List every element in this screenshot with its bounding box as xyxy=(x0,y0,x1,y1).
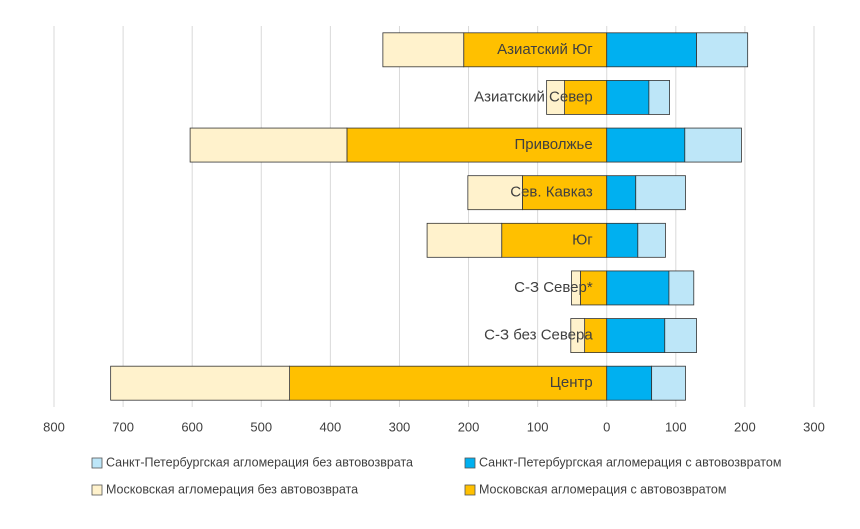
x-tick-label: 0 xyxy=(603,419,610,434)
bar xyxy=(606,32,697,68)
x-tick-label: 600 xyxy=(181,419,203,434)
bar xyxy=(606,270,670,306)
bar xyxy=(635,175,686,211)
bar xyxy=(668,270,695,306)
legend-label: Московская агломерация без автовозврата xyxy=(106,482,358,496)
bar xyxy=(606,175,637,211)
bar xyxy=(606,80,650,115)
bar xyxy=(606,222,639,258)
bar xyxy=(564,80,608,115)
bar xyxy=(463,32,608,68)
bar xyxy=(382,32,465,68)
category-label: Сев. Кавказ xyxy=(510,184,593,201)
legend-swatch xyxy=(464,484,476,496)
bar xyxy=(546,80,565,115)
legend-swatch xyxy=(91,457,103,469)
category-label: С-З Север* xyxy=(514,279,593,296)
x-tick-label: 300 xyxy=(803,419,825,434)
bar xyxy=(571,270,581,306)
x-tick-label: 100 xyxy=(665,419,687,434)
category-label: Азиатский Юг xyxy=(497,41,593,58)
bar xyxy=(684,127,742,163)
x-tick-label: 700 xyxy=(112,419,134,434)
bar xyxy=(580,270,608,306)
bar xyxy=(606,318,666,353)
bar xyxy=(606,365,653,401)
bar xyxy=(637,222,666,258)
bar xyxy=(501,222,608,258)
bar xyxy=(570,318,586,353)
x-tick-label: 200 xyxy=(458,419,480,434)
bar xyxy=(664,318,697,353)
x-tick-label: 300 xyxy=(389,419,411,434)
bar xyxy=(189,127,348,163)
category-label: Центр xyxy=(550,374,593,391)
x-tick-label: 100 xyxy=(527,419,549,434)
category-label: С-З без Севера xyxy=(484,327,593,344)
legend-swatch xyxy=(464,457,476,469)
bar xyxy=(426,222,503,258)
x-tick-label: 800 xyxy=(43,419,65,434)
bar xyxy=(467,175,523,211)
x-tick-label: 500 xyxy=(250,419,272,434)
bar xyxy=(648,80,671,115)
legend-label: Московская агломерация с автовозвратом xyxy=(479,482,726,496)
bar xyxy=(606,127,686,163)
category-label: Юг xyxy=(572,231,593,248)
bar xyxy=(522,175,608,211)
legend-swatch xyxy=(91,484,103,496)
legend-label: Санкт-Петербургская агломерация с автово… xyxy=(479,455,781,469)
category-label: Приволжье xyxy=(514,136,592,153)
bar xyxy=(696,32,749,68)
x-tick-label: 200 xyxy=(734,419,756,434)
category-label: Азиатский Север xyxy=(474,88,593,105)
bar xyxy=(346,127,608,163)
x-tick-label: 400 xyxy=(320,419,342,434)
legend-label: Санкт-Петербургская агломерация без авто… xyxy=(106,455,413,469)
bar xyxy=(110,365,290,401)
bar xyxy=(651,365,686,401)
